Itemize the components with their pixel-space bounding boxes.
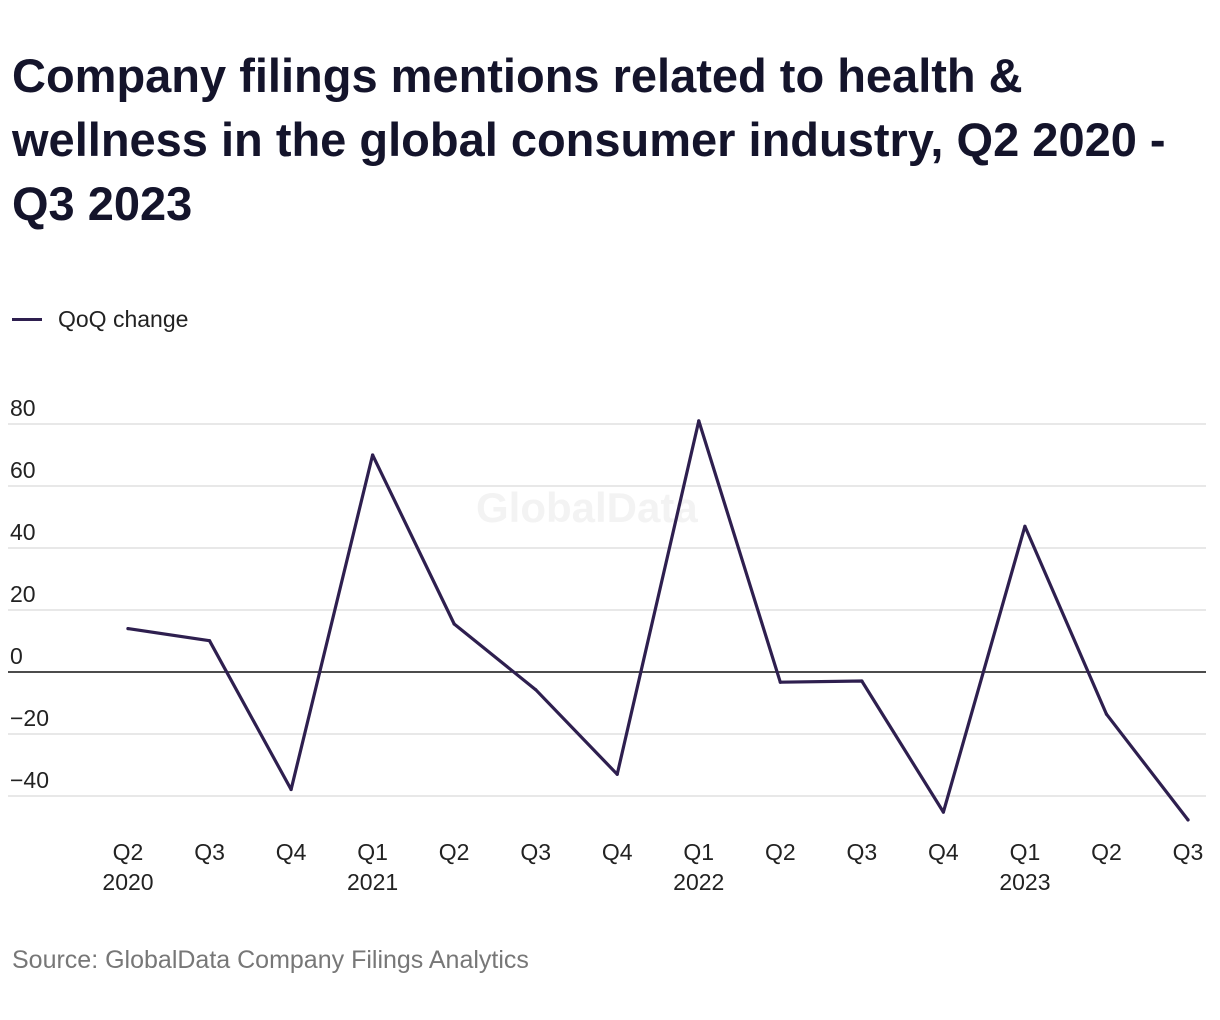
y-axis-tick-labels: 80 60 40 20 0 −20 −40 [10,395,49,793]
y-tick-label: 20 [10,581,36,607]
data-point [289,787,293,792]
y-tick-label: 40 [10,519,36,545]
data-point [452,622,456,626]
data-point [941,810,945,814]
watermark: GlobalData [476,484,698,531]
x-tick-label: Q4 [602,839,633,865]
data-point [126,627,130,631]
x-tick-label: Q3 [520,839,551,865]
data-point [1023,524,1027,528]
x-tick-label: Q3 [194,839,225,865]
legend: QoQ change [12,306,188,333]
y-tick-label: −20 [10,705,49,731]
x-tick-label: Q4 [928,839,959,865]
data-point [615,772,619,776]
data-point [371,453,375,457]
x-tick-label: Q2 [765,839,796,865]
x-tick-label: Q3 [847,839,878,865]
legend-swatch [12,318,42,321]
data-point [1186,818,1190,822]
x-tick-year-label: 2021 [347,869,398,895]
source-note: Source: GlobalData Company Filings Analy… [12,946,529,974]
x-tick-label: Q1 [1010,839,1041,865]
x-tick-label: Q2 [439,839,470,865]
x-tick-label: Q2 [113,839,144,865]
x-tick-label: Q2 [1091,839,1122,865]
data-point [1104,712,1109,716]
x-tick-label: Q3 [1173,839,1204,865]
legend-label: QoQ change [58,306,189,332]
x-tick-year-label: 2023 [999,869,1050,895]
series-layer [126,419,1190,822]
data-point [534,688,538,692]
x-tick-label: Q1 [357,839,388,865]
series-line-qoq-change [126,419,1190,822]
y-tick-label: −40 [10,767,49,793]
chart-title: Company filings mentions related to heal… [12,49,1166,230]
data-point [697,419,701,423]
x-tick-label: Q4 [276,839,307,865]
gridlines [8,423,1206,797]
x-tick-label: Q1 [683,839,714,865]
data-point [860,679,864,683]
y-tick-label: 60 [10,457,36,483]
x-tick-year-label: 2022 [673,869,724,895]
y-tick-label: 80 [10,395,36,421]
data-point [207,639,212,643]
x-axis-tick-labels: Q2 2020 Q3 Q4 Q1 2021 Q2 Q3 Q4 Q1 2022 Q2 Q3 Q4 Q1 2023… [102,839,1203,895]
data-point [778,680,782,684]
x-tick-year-label: 2020 [102,869,153,895]
y-tick-label: 0 [10,643,23,669]
